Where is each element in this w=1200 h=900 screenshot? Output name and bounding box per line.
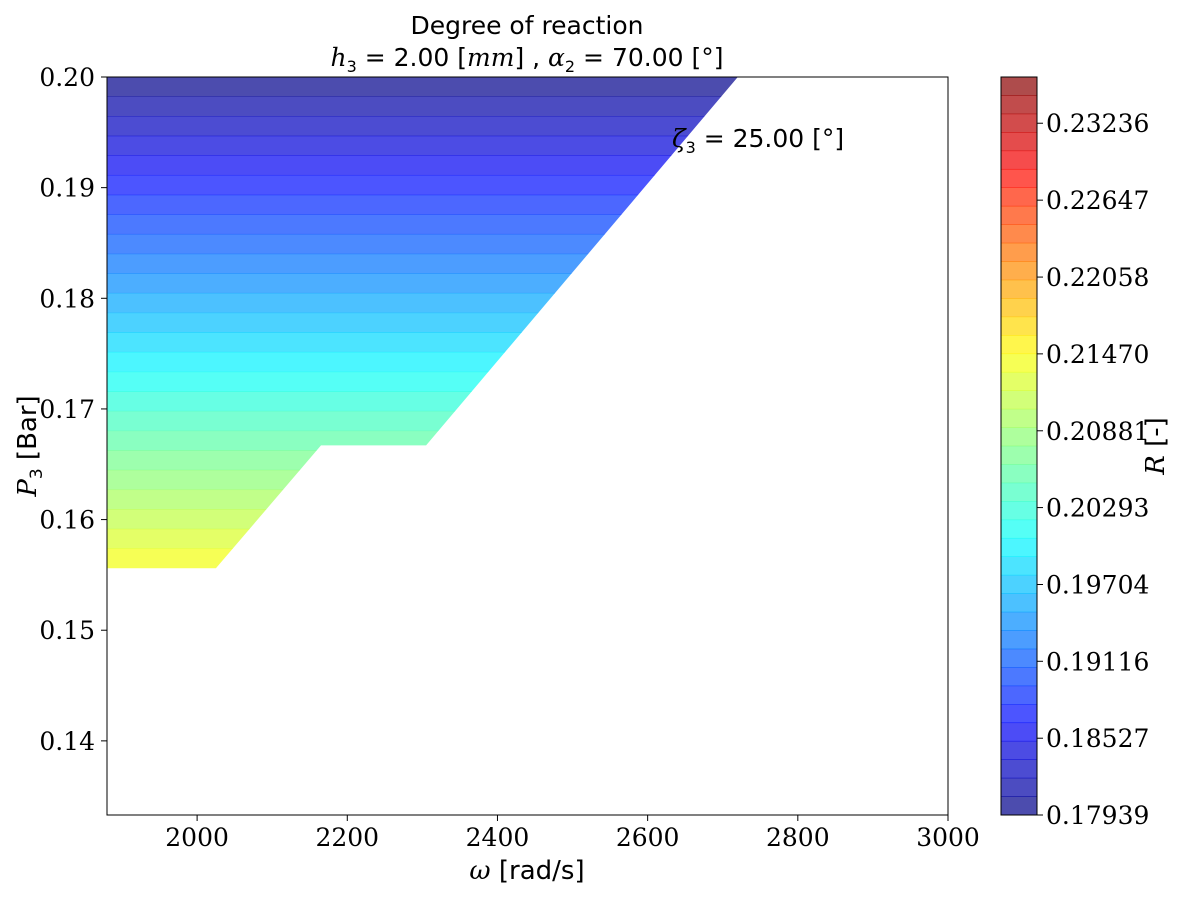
colorbar-band (1000, 316, 1038, 336)
colorbar-tick-label: 0.22058 (1046, 263, 1149, 292)
y-tick-label: 0.18 (39, 284, 95, 313)
colorbar-band (1000, 353, 1038, 373)
colorbar-frame (1000, 76, 1038, 816)
colorbar-band (1000, 224, 1038, 244)
colorbar-band (1000, 777, 1038, 797)
colorbar-band (1000, 168, 1038, 189)
colorbar-tick-label: 0.20293 (1046, 494, 1149, 523)
colorbar-band (1000, 390, 1038, 410)
colorbar-ticks: 0.17939 0.18527 0.19116 0.19704 0.20293 0.208… (1037, 109, 1149, 830)
colorbar-band (1000, 113, 1038, 133)
x-tick-label: 2600 (616, 823, 680, 852)
colorbar-band (1000, 759, 1038, 779)
colorbar-band (1000, 703, 1038, 724)
colorbar-band (1000, 574, 1038, 594)
y-tick-label: 0.16 (39, 506, 95, 535)
colorbar-band (1000, 76, 1038, 96)
colorbar-band (1000, 667, 1038, 687)
colorbar-band (1000, 482, 1038, 502)
colorbar-tick-label: 0.20881 (1046, 417, 1149, 446)
x-tick-label: 2400 (466, 823, 530, 852)
plot-frame (106, 76, 949, 816)
colorbar-band (1000, 242, 1038, 262)
colorbar-band (1000, 132, 1038, 152)
chart-title: Degree of reaction (410, 11, 643, 40)
colorbar-band (1000, 205, 1038, 225)
colorbar-band (1000, 796, 1038, 816)
colorbar-band (1000, 261, 1038, 281)
colorbar-band (1000, 334, 1038, 355)
colorbar-band (1000, 279, 1038, 299)
colorbar-tick-label: 0.18527 (1046, 724, 1149, 753)
colorbar-tick-label: 0.17939 (1046, 801, 1149, 830)
y-axis-ticks: 0.14 0.15 0.16 0.17 0.18 0.19 0.20 (39, 63, 107, 756)
colorbar-tick-label: 0.19704 (1046, 570, 1149, 599)
x-axis-ticks: 2000 2200 2400 2600 2800 3000 (165, 815, 980, 852)
colorbar-bands (1000, 76, 1038, 816)
colorbar-band (1000, 722, 1038, 742)
colorbar-tick-label: 0.19116 (1046, 647, 1149, 676)
colorbar-band (1000, 630, 1038, 650)
y-tick-label: 0.20 (39, 63, 95, 92)
colorbar-band (1000, 648, 1038, 668)
y-tick-label: 0.14 (39, 727, 95, 756)
colorbar-tick-label: 0.23236 (1046, 109, 1149, 138)
colorbar-band (1000, 685, 1038, 705)
colorbar-band (1000, 501, 1038, 521)
colorbar-tick-label: 0.22647 (1046, 186, 1149, 215)
colorbar-band (1000, 427, 1038, 447)
colorbar-band (1000, 95, 1038, 115)
y-tick-label: 0.17 (39, 395, 95, 424)
colorbar-label: R [-] (1141, 417, 1171, 476)
colorbar-tick-label: 0.21470 (1046, 340, 1149, 369)
colorbar-band (1000, 519, 1038, 539)
colorbar-band (1000, 556, 1038, 576)
colorbar-band (1000, 187, 1038, 207)
colorbar-band (1000, 371, 1038, 391)
colorbar-band (1000, 408, 1038, 428)
colorbar-band (1000, 464, 1038, 484)
colorbar-band (1000, 740, 1038, 760)
y-axis-label: P3 [Bar] (13, 395, 47, 497)
plot-area (106, 76, 949, 816)
y-tick-label: 0.19 (39, 174, 95, 203)
zeta-annotation: ζ3 = 25.00 [°] (672, 124, 844, 157)
x-tick-label: 2200 (315, 823, 379, 852)
x-tick-label: 3000 (916, 823, 980, 852)
colorbar-band (1000, 593, 1038, 613)
colorbar-band (1000, 150, 1038, 170)
colorbar-band (1000, 537, 1038, 558)
colorbar-band (1000, 611, 1038, 631)
chart-subtitle: h3 = 2.00 [mm] , α2 = 70.00 [°] (331, 43, 724, 76)
y-tick-label: 0.15 (39, 616, 95, 645)
x-tick-label: 2800 (766, 823, 830, 852)
colorbar-band (1000, 445, 1038, 465)
colorbar-band (1000, 298, 1038, 318)
x-tick-label: 2000 (165, 823, 229, 852)
x-axis-label: ω [rad/s] (469, 856, 584, 886)
colorbar: 0.17939 0.18527 0.19116 0.19704 0.20293 0.208… (1000, 76, 1171, 830)
